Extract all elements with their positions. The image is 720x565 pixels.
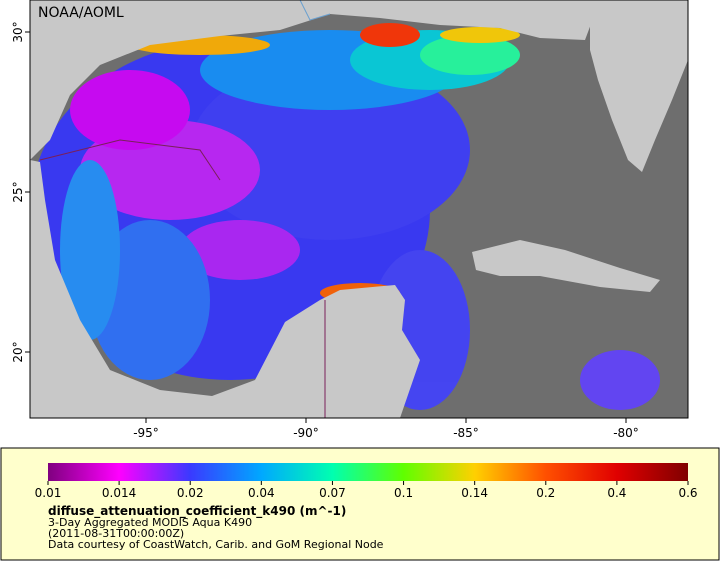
x-tick-label: -90°	[293, 426, 319, 440]
label-box	[32, 2, 114, 22]
colorbar-tick-label: 0.014	[102, 486, 136, 500]
legend-credit: Data courtesy of CoastWatch, Carib. and …	[48, 538, 384, 551]
land-cuba	[472, 240, 660, 292]
land-us	[30, 0, 600, 160]
colorbar-tick-label: 0.02	[177, 486, 204, 500]
legend-description: 3-Day Aggregated MODIS Aqua K490	[48, 516, 252, 529]
border-line	[39, 139, 221, 181]
colorbar-tick-label: 0.04	[248, 486, 275, 500]
land-mexico	[30, 160, 420, 418]
x-tick-label: -95°	[133, 426, 159, 440]
y-tick-label: 25°	[11, 181, 25, 202]
y-tick-label: 30°	[11, 21, 25, 42]
map-area	[30, 0, 688, 418]
x-tick-label: -80°	[613, 426, 639, 440]
colorbar-tick-label: 0.2	[536, 486, 555, 500]
colorbar-tick-label: 0.1	[394, 486, 413, 500]
colorbar-tick-label: 0.14	[461, 486, 488, 500]
map-frame	[29, 0, 689, 419]
colorbar-tick-label: 0.4	[607, 486, 626, 500]
colorbar-tick-label: 0.07	[319, 486, 346, 500]
colorbar-tick-label: 0.01	[35, 486, 62, 500]
legend-variable: diffuse_attenuation_coefficient_k490 (m^…	[48, 504, 346, 519]
colorbar-tick-label: 0.6	[678, 486, 697, 500]
river-line	[299, 0, 331, 21]
colorbar	[48, 463, 688, 481]
land-florida	[590, 0, 688, 172]
y-tick-label: 20°	[11, 341, 25, 362]
legend-time: (2011-08-31T00:00:00Z)	[48, 527, 184, 540]
map-label: NOAA/AOML	[38, 5, 124, 21]
x-tick-label: -85°	[453, 426, 479, 440]
